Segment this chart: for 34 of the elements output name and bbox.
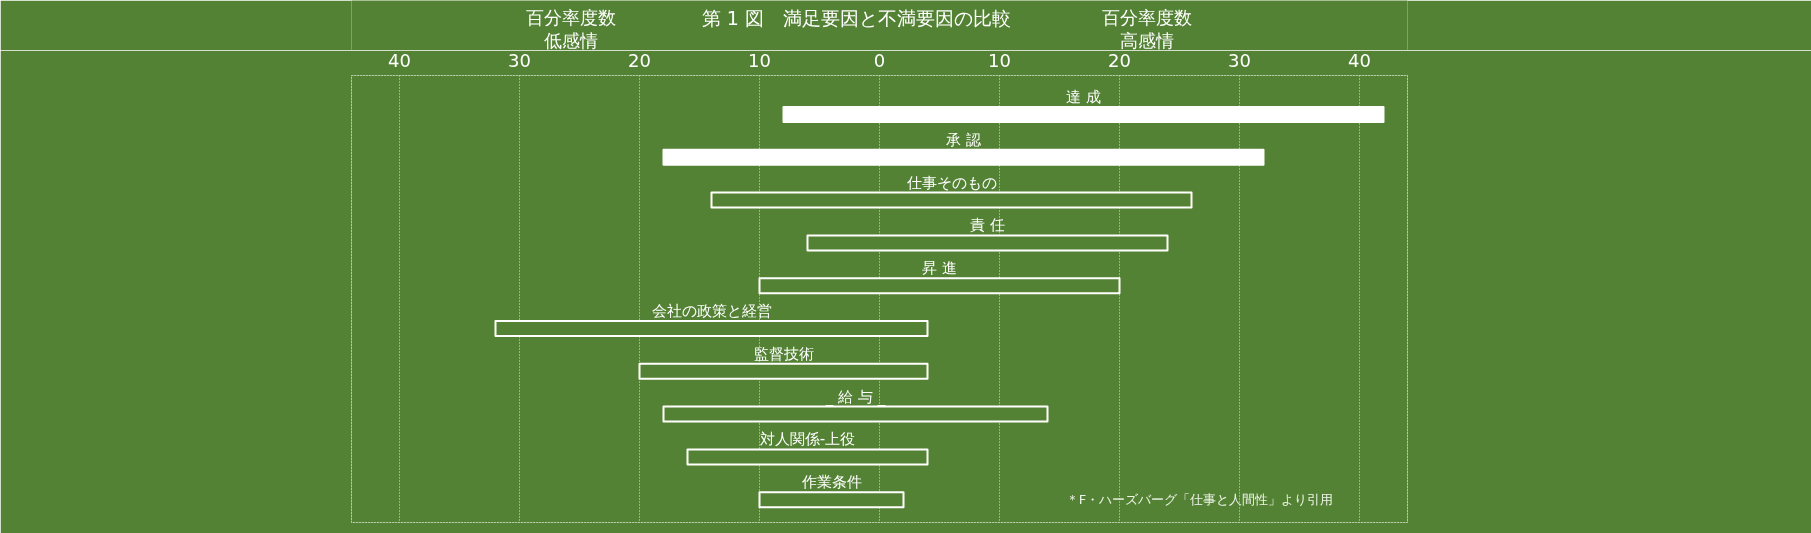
- x-tick-label: 30: [508, 49, 531, 71]
- text: 百分率度数: [1101, 6, 1192, 28]
- x-tick-label: 0: [873, 49, 886, 71]
- x-tick-label: 10: [988, 49, 1011, 71]
- x-tick-label: 40: [388, 49, 411, 71]
- y-tick-label: 承 認: [946, 130, 981, 149]
- x-tick-label: 20: [1108, 49, 1131, 71]
- bar: [638, 362, 929, 380]
- x-tick-label: 20: [628, 49, 651, 71]
- x-tick-label: 30: [1228, 49, 1251, 71]
- y-tick-label: 対人関係-上役: [759, 430, 856, 449]
- text: 高感情: [1119, 29, 1174, 51]
- y-tick-label: 会社の政策と経営: [651, 301, 772, 320]
- bar: [494, 320, 929, 337]
- x-tick-label: 40: [1348, 49, 1371, 71]
- bar: [662, 405, 1049, 423]
- y-tick-label: 昇 進: [922, 259, 957, 278]
- bar: [758, 491, 905, 509]
- text: 低感情: [544, 29, 599, 51]
- annotation: ＊F・ハーズバーグ「仕事と人間性」より引用: [1065, 492, 1334, 507]
- y-tick-label: 責 任: [970, 216, 1005, 235]
- bar: [806, 234, 1169, 252]
- y-tick-label: 達 成: [1066, 87, 1101, 106]
- bar: [758, 277, 1121, 295]
- y-tick-label: 仕事そのもの: [905, 173, 997, 192]
- text: 百分率度数: [526, 6, 617, 28]
- chart-title: 第 1 図 満足要因と不満要因の比較: [701, 6, 1011, 29]
- y-tick-label: _ 給 与 _: [824, 387, 886, 407]
- y-tick-label: 作業条件: [800, 473, 862, 492]
- bar: [710, 191, 1193, 209]
- x-tick-label: 10: [748, 49, 771, 71]
- y-tick-label: 監督技術: [753, 344, 814, 363]
- bar: [662, 148, 1265, 166]
- bar: [686, 448, 929, 466]
